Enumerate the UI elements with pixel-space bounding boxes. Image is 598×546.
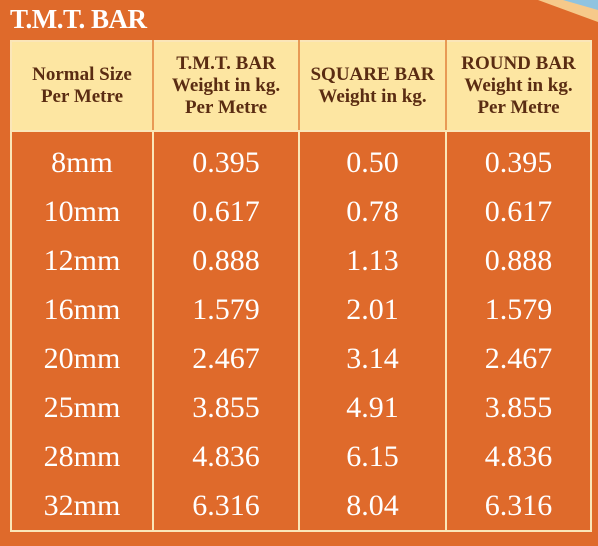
- table-cell: 32mm: [43, 488, 121, 522]
- table-cell: 8.04: [298, 481, 446, 531]
- table-cell: 16mm: [43, 292, 121, 326]
- table-cell: 2.01: [298, 285, 446, 334]
- table-cell: 10mm: [43, 194, 121, 228]
- table-cell: 6.15: [298, 432, 446, 481]
- table-row: 20mm 2.467 3.14 2.467: [11, 334, 591, 383]
- table-cell: 12mm: [43, 243, 121, 277]
- header-cell: ROUND BAR Weight in kg. Per Metre: [445, 41, 591, 132]
- table-cell: 28mm: [43, 439, 121, 473]
- table-cell: 3.855: [445, 383, 591, 432]
- header-text: Per Metre: [40, 86, 124, 107]
- table-row: 28mm 4.836 6.15 4.836: [11, 432, 591, 481]
- table-cell: 0.617: [445, 187, 591, 236]
- table-cell: 6.316: [152, 481, 299, 531]
- table-cell: 4.836: [445, 432, 591, 481]
- header-text: Weight in kg.: [318, 86, 427, 107]
- header-text: Weight in kg.: [171, 75, 281, 96]
- table-cell: 0.888: [152, 236, 299, 285]
- table-cell: 0.50: [298, 131, 446, 187]
- table-cell: 4.91: [298, 383, 446, 432]
- table-cell: 1.13: [298, 236, 446, 285]
- weight-table: Normal Size Per Metre T.M.T. BAR Weight in …: [10, 40, 592, 532]
- table-cell: 20mm: [43, 341, 121, 375]
- table-cell: 4.836: [152, 432, 299, 481]
- header-cell: SQUARE BAR Weight in kg.: [298, 41, 446, 132]
- table-body: 8mm 0.395 0.50 0.395 10mm 0.617 0.78 0.617 12mm 0…: [11, 131, 591, 531]
- table-row: 10mm 0.617 0.78 0.617: [11, 187, 591, 236]
- table-cell: 25mm: [43, 390, 121, 424]
- corner-decoration: [538, 0, 598, 22]
- header-row: Normal Size Per Metre T.M.T. BAR Weight in …: [11, 41, 591, 132]
- header-text: Normal Size: [32, 64, 132, 85]
- header-text: T.M.T. BAR: [176, 53, 276, 74]
- table-cell: 1.579: [445, 285, 591, 334]
- table-cell: 1.579: [152, 285, 299, 334]
- table-cell: 2.467: [445, 334, 591, 383]
- table-cell: 0.395: [152, 131, 299, 187]
- table-row: 25mm 3.855 4.91 3.855: [11, 383, 591, 432]
- table-row: 32mm 6.316 8.04 6.316: [11, 481, 591, 531]
- table-cell: 3.14: [298, 334, 446, 383]
- table-cell: 0.617: [152, 187, 299, 236]
- header-text: Weight in kg.: [464, 75, 573, 96]
- table-cell: 0.888: [445, 236, 591, 285]
- table-row: 16mm 1.579 2.01 1.579: [11, 285, 591, 334]
- table-cell: 3.855: [152, 383, 299, 432]
- table-cell: 0.395: [445, 131, 591, 187]
- table-cell: 2.467: [152, 334, 299, 383]
- header-cell: T.M.T. BAR Weight in kg. Per Metre: [152, 41, 299, 132]
- header-text: Per Metre: [184, 97, 268, 118]
- table-cell: 6.316: [445, 481, 591, 531]
- table-row: 12mm 0.888 1.13 0.888: [11, 236, 591, 285]
- header-text: SQUARE BAR: [310, 64, 435, 85]
- table-cell: 8mm: [51, 145, 113, 179]
- table-cell: 0.78: [298, 187, 446, 236]
- title: T.M.T. BAR: [10, 4, 147, 34]
- header-text: Per Metre: [477, 97, 560, 118]
- table-row: 8mm 0.395 0.50 0.395: [11, 131, 591, 187]
- header-cell: Normal Size Per Metre: [11, 41, 153, 132]
- header-text: ROUND BAR: [461, 53, 576, 74]
